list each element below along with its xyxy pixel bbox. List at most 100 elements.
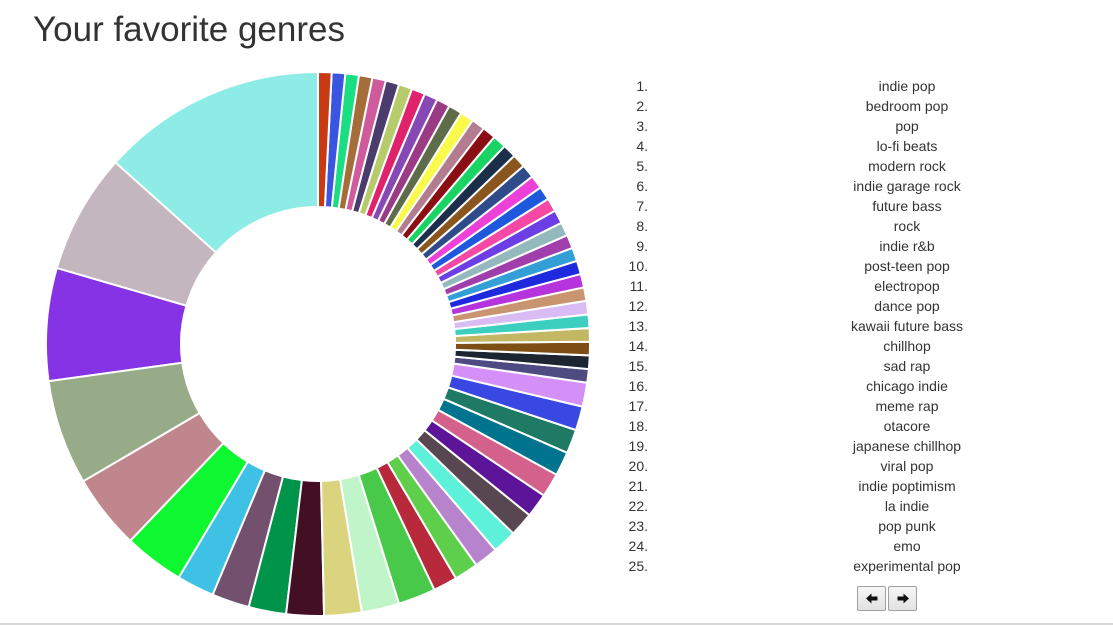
genre-list-item: 4. lo-fi beats (600, 136, 1020, 156)
genre-name: rock (893, 218, 921, 234)
genre-rank: 21. (628, 478, 648, 494)
genre-name: bedroom pop (865, 98, 949, 114)
genre-list-item: 17. meme rap (600, 396, 1020, 416)
genre-rank: 17. (628, 398, 648, 414)
donut-slice (320, 478, 364, 617)
donut-slice (45, 266, 188, 383)
donut-slice (450, 362, 589, 408)
genre-list-item: 3. pop (600, 116, 1020, 136)
genre-rank: 7. (636, 198, 648, 214)
genre-list-item: 13. kawaii future bass (600, 316, 1020, 336)
genre-rank: 8. (636, 218, 648, 234)
genre-name: emo (893, 538, 921, 554)
genre-rank: 11. (629, 278, 648, 294)
donut-slice (414, 428, 531, 535)
genre-list-item: 19. japanese chillhop (600, 436, 1020, 456)
genre-name: electropop (874, 278, 940, 294)
donut-slice (317, 71, 333, 209)
genre-name: otacore (883, 418, 931, 434)
donut-slice (442, 386, 578, 455)
genre-list-item: 24. emo (600, 536, 1020, 556)
genre-name: chicago indie (866, 378, 948, 394)
genre-rank: 24. (628, 538, 648, 554)
genre-list-item: 16. chicago indie (600, 376, 1020, 396)
pager (857, 586, 917, 611)
genre-name: viral pop (880, 458, 934, 474)
genre-list-item: 12. dance pop (600, 296, 1020, 316)
donut-slice (55, 161, 218, 308)
genre-rank: 14. (628, 338, 648, 354)
genre-name: la indie (884, 498, 930, 514)
genre-name: future bass (872, 198, 942, 214)
genre-rank: 9. (636, 238, 648, 254)
genre-list-item: 18. otacore (600, 416, 1020, 436)
genre-list-item: 10. post-teen pop (600, 256, 1020, 276)
genre-list-item: 23. pop punk (600, 516, 1020, 536)
donut-slice (284, 478, 326, 617)
genre-list-item: 14. chillhop (600, 336, 1020, 356)
genre-name: indie garage rock (853, 178, 961, 194)
genre-name: pop (895, 118, 919, 134)
donut-slice (47, 361, 202, 483)
genre-name: indie pop (878, 78, 936, 94)
genre-list-item: 22. la indie (600, 496, 1020, 516)
donut-slice (211, 469, 285, 609)
genre-donut-chart (45, 71, 591, 617)
genre-name: indie r&b (879, 238, 935, 254)
donut-slice (396, 446, 497, 567)
donut-slice (375, 460, 458, 592)
genre-name: indie poptimism (858, 478, 956, 494)
donut-slice (81, 411, 225, 543)
genre-name: pop punk (878, 518, 936, 534)
genre-rank: 18. (628, 418, 648, 434)
genre-name: kawaii future bass (850, 318, 964, 334)
donut-slice (406, 437, 515, 552)
genre-rank: 6. (636, 178, 648, 194)
genre-list-item: 2. bedroom pop (600, 96, 1020, 116)
genre-list-item: 15. sad rap (600, 356, 1020, 376)
genre-rank: 4. (636, 138, 648, 154)
genre-rank: 19. (628, 438, 648, 454)
donut-slice (247, 475, 304, 616)
genre-rank: 3. (636, 118, 648, 134)
genre-list-item: 1. indie pop (600, 76, 1020, 96)
donut-slice (446, 374, 584, 432)
donut-svg (45, 71, 591, 617)
prev-page-button[interactable] (857, 586, 886, 611)
genre-rank: 5. (636, 158, 648, 174)
genre-rank: 1. (636, 78, 648, 94)
genre-list-item: 11. electropop (600, 276, 1020, 296)
genre-rank: 25. (628, 558, 648, 574)
genre-rank: 16. (628, 378, 648, 394)
genre-list-item: 5. modern rock (600, 156, 1020, 176)
genre-list-item: 6. indie garage rock (600, 176, 1020, 196)
donut-slice (177, 460, 267, 597)
donut-slice (386, 453, 478, 580)
genre-list-item: 8. rock (600, 216, 1020, 236)
donut-slice (128, 441, 250, 580)
donut-slice (436, 397, 569, 477)
genre-name: post-teen pop (864, 258, 950, 274)
genre-list: 1. indie pop 2. bedroom pop 3. pop 4. lo-fi bea… (600, 76, 1020, 576)
next-page-button[interactable] (888, 586, 917, 611)
genre-rank: 13. (628, 318, 648, 334)
arrow-right-icon (897, 593, 909, 604)
genre-name: modern rock (868, 158, 946, 174)
page-title: Your favorite genres (33, 10, 345, 49)
genre-list-item: 20. viral pop (600, 456, 1020, 476)
genre-rank: 12. (628, 298, 648, 314)
genre-rank: 15. (628, 358, 648, 374)
genre-name: japanese chillhop (852, 438, 962, 454)
genre-list-item: 21. indie poptimism (600, 476, 1020, 496)
genre-rank: 20. (628, 458, 648, 474)
genre-name: chillhop (883, 338, 931, 354)
genre-name: lo-fi beats (876, 138, 938, 154)
bottom-divider (0, 623, 1113, 625)
donut-slice (423, 418, 546, 517)
genre-rank: 10. (628, 258, 648, 274)
genre-rank: 23. (628, 518, 648, 534)
genre-list-item: 25. experimental pop (600, 556, 1020, 576)
genre-name: experimental pop (853, 558, 961, 574)
genre-name: dance pop (874, 298, 940, 314)
genre-list-item: 7. future bass (600, 196, 1020, 216)
